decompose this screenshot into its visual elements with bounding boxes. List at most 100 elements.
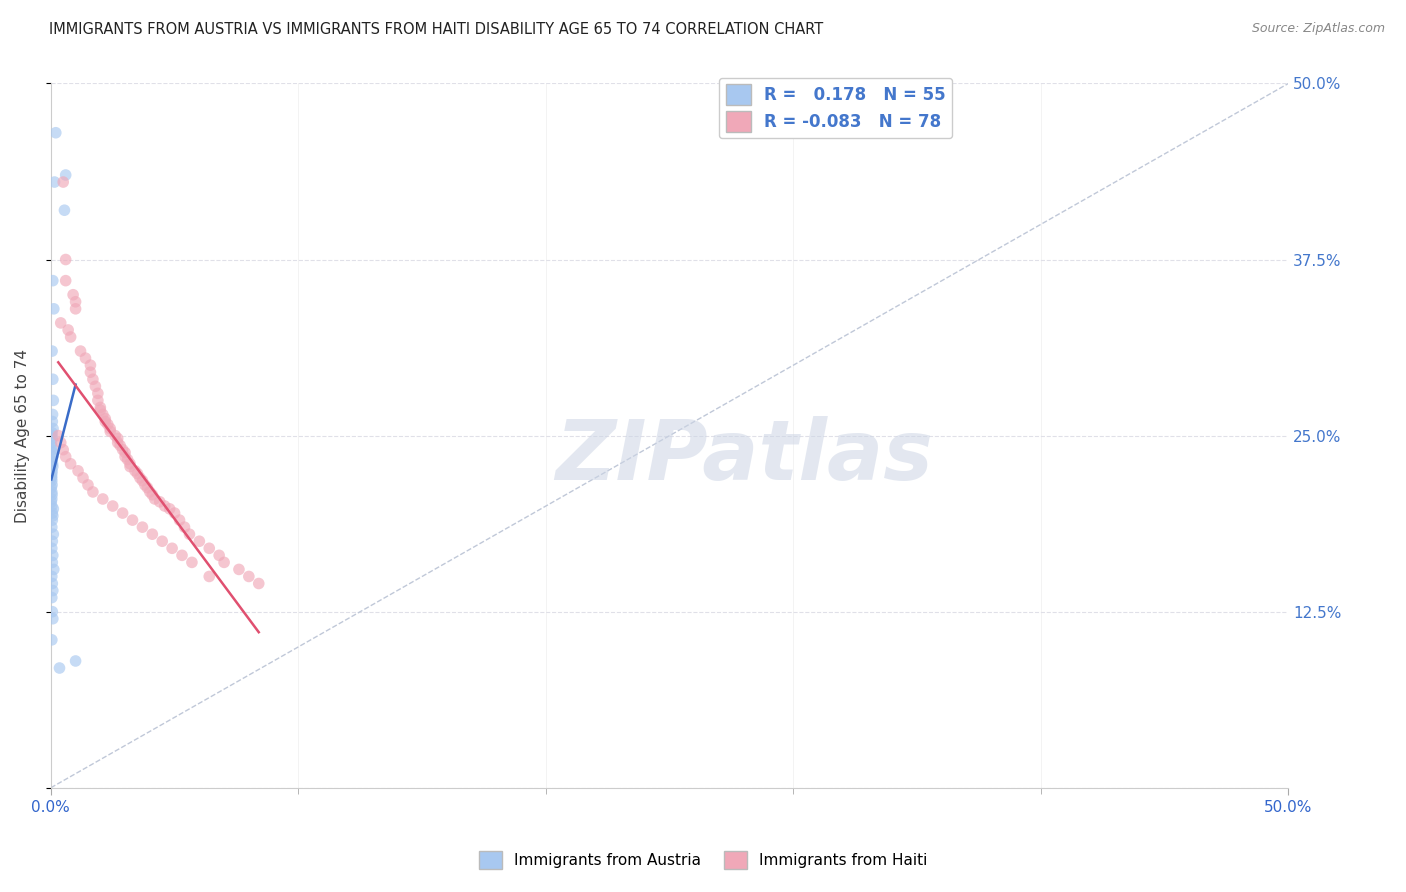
Point xyxy=(41,431,63,445)
Point xyxy=(127,467,149,481)
Point xyxy=(188,534,211,549)
Point xyxy=(42,501,65,516)
Point xyxy=(69,344,91,359)
Point xyxy=(107,431,129,445)
Point xyxy=(169,513,191,527)
Point xyxy=(94,411,117,425)
Point xyxy=(82,485,104,500)
Point xyxy=(41,467,63,481)
Point xyxy=(87,386,110,401)
Point xyxy=(42,372,65,386)
Point xyxy=(41,415,63,429)
Point xyxy=(41,491,63,506)
Point xyxy=(42,527,65,541)
Point xyxy=(129,471,152,485)
Point xyxy=(41,457,63,471)
Point xyxy=(42,612,65,626)
Point xyxy=(107,435,129,450)
Point xyxy=(198,541,221,556)
Point xyxy=(238,569,260,583)
Point xyxy=(149,495,172,509)
Point xyxy=(41,442,63,457)
Point xyxy=(41,454,63,468)
Point xyxy=(159,501,181,516)
Point xyxy=(41,445,63,459)
Point xyxy=(42,421,65,435)
Point xyxy=(84,379,107,393)
Point xyxy=(170,549,193,563)
Point xyxy=(79,365,101,379)
Point xyxy=(173,520,195,534)
Point xyxy=(208,549,231,563)
Point xyxy=(55,274,77,288)
Point xyxy=(79,358,101,372)
Point xyxy=(44,175,66,189)
Point xyxy=(41,488,63,502)
Point xyxy=(136,481,159,495)
Point xyxy=(98,425,121,439)
Point xyxy=(41,591,63,605)
Point xyxy=(131,474,153,488)
Point xyxy=(114,450,136,464)
Point xyxy=(45,126,67,140)
Point xyxy=(141,488,163,502)
Point xyxy=(101,499,124,513)
Point xyxy=(141,527,163,541)
Point xyxy=(55,252,77,267)
Point xyxy=(41,425,63,440)
Point xyxy=(41,495,63,509)
Point xyxy=(41,520,63,534)
Point xyxy=(91,408,114,422)
Point xyxy=(41,440,63,454)
Text: IMMIGRANTS FROM AUSTRIA VS IMMIGRANTS FROM HAITI DISABILITY AGE 65 TO 74 CORRELA: IMMIGRANTS FROM AUSTRIA VS IMMIGRANTS FR… xyxy=(49,22,824,37)
Point xyxy=(41,576,63,591)
Point xyxy=(77,478,100,492)
Point xyxy=(41,541,63,556)
Point xyxy=(94,415,117,429)
Point xyxy=(150,534,173,549)
Point xyxy=(160,541,183,556)
Point xyxy=(181,555,204,569)
Point xyxy=(41,408,63,422)
Legend: Immigrants from Austria, Immigrants from Haiti: Immigrants from Austria, Immigrants from… xyxy=(472,845,934,875)
Point xyxy=(42,583,65,598)
Text: ZIPatlas: ZIPatlas xyxy=(555,417,932,497)
Point xyxy=(89,403,111,417)
Point xyxy=(42,393,65,408)
Point xyxy=(41,485,63,500)
Point xyxy=(72,471,94,485)
Point xyxy=(198,569,221,583)
Point xyxy=(42,450,65,464)
Point xyxy=(67,464,90,478)
Point xyxy=(49,435,72,450)
Point xyxy=(124,464,146,478)
Point xyxy=(87,393,110,408)
Point xyxy=(98,421,121,435)
Point xyxy=(228,562,250,576)
Point xyxy=(55,168,77,182)
Point xyxy=(41,344,63,359)
Point xyxy=(53,203,76,218)
Point xyxy=(42,549,65,563)
Point xyxy=(52,442,75,457)
Point xyxy=(56,323,79,337)
Point xyxy=(52,175,75,189)
Y-axis label: Disability Age 65 to 74: Disability Age 65 to 74 xyxy=(15,349,30,523)
Point xyxy=(41,569,63,583)
Point xyxy=(118,457,141,471)
Point xyxy=(41,513,63,527)
Point xyxy=(41,499,63,513)
Legend: R =   0.178   N = 55, R = -0.083   N = 78: R = 0.178 N = 55, R = -0.083 N = 78 xyxy=(718,78,952,138)
Point xyxy=(41,478,63,492)
Point xyxy=(108,438,131,452)
Point xyxy=(104,428,127,442)
Point xyxy=(134,478,156,492)
Point xyxy=(89,401,111,415)
Point xyxy=(62,287,84,301)
Point xyxy=(114,445,136,459)
Point xyxy=(111,506,134,520)
Point xyxy=(65,294,87,309)
Point xyxy=(139,485,162,500)
Point xyxy=(163,506,186,520)
Point xyxy=(131,520,153,534)
